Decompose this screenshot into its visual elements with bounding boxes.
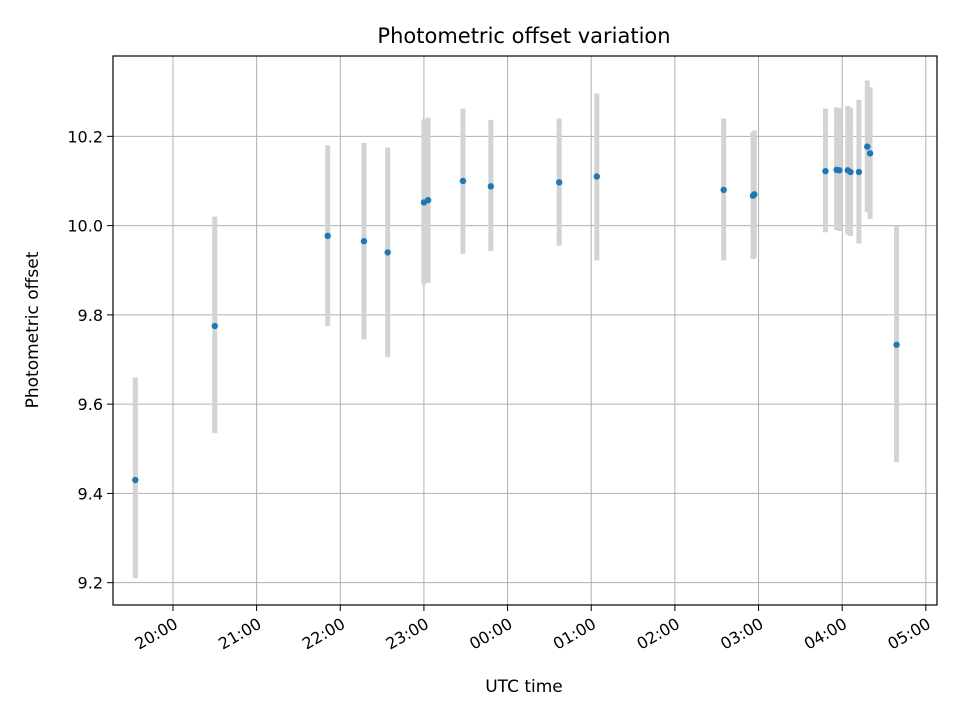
data-point: [893, 341, 900, 348]
y-axis-label: Photometric offset: [23, 251, 43, 408]
x-tick-label: 02:00: [633, 614, 682, 654]
data-point: [751, 191, 758, 198]
data-point: [132, 476, 139, 484]
y-axis-ticks: 9.2 9.4 9.6 9.8 10.0 10.2: [67, 127, 113, 593]
x-tick-label: 21:00: [215, 614, 264, 654]
data-point: [384, 249, 391, 256]
x-tick-label: 01:00: [550, 614, 599, 654]
data-point: [593, 173, 601, 180]
grid-lines: [113, 56, 937, 605]
data-point: [459, 177, 467, 185]
data-point: [555, 179, 563, 186]
data-point: [424, 196, 432, 204]
data-point: [211, 322, 218, 330]
data-point: [324, 232, 331, 240]
data-point: [864, 143, 871, 150]
data-point: [847, 168, 854, 176]
plot-frame: [112, 55, 938, 606]
data-point: [487, 183, 495, 190]
data-point: [360, 238, 368, 245]
y-tick-label: 9.2: [78, 574, 103, 593]
data-point: [855, 168, 863, 176]
x-tick-label: 05:00: [884, 614, 933, 654]
x-axis-label: UTC time: [485, 677, 563, 697]
y-tick-label: 9.6: [78, 395, 103, 414]
x-tick-label: 00:00: [466, 614, 515, 654]
y-tick-label: 9.8: [78, 306, 103, 325]
y-tick-label: 10.0: [67, 217, 103, 236]
y-tick-label: 9.4: [78, 484, 103, 503]
data-point: [836, 167, 843, 174]
x-tick-label: 03:00: [717, 614, 766, 654]
x-tick-label: 22:00: [299, 614, 348, 654]
x-axis-ticks: 20:00 21:00 22:00 23:00 00:00 01:00 02:00 03:00…: [132, 605, 934, 654]
data-point: [720, 186, 727, 194]
x-tick-label: 23:00: [382, 614, 431, 654]
x-tick-label: 20:00: [132, 614, 181, 654]
chart-title: Photometric offset variation: [377, 24, 670, 48]
error-bars: [132, 80, 900, 579]
x-tick-label: 04:00: [801, 614, 850, 654]
y-tick-label: 10.2: [67, 127, 103, 146]
data-point: [866, 150, 874, 157]
data-point: [822, 167, 829, 175]
data-points: [132, 143, 900, 484]
